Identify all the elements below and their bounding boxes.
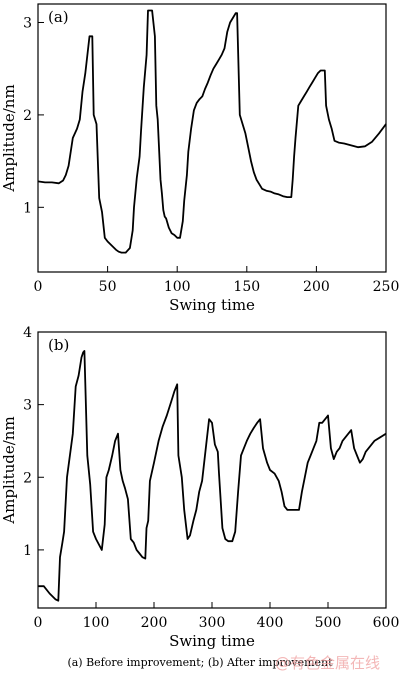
figure-canvas: 0 50 100 150 200 250 1 2 3 Swing time Amplitude/nm… (0, 3, 400, 650)
y-tick-label: 2 (23, 108, 32, 124)
y-tick-label: 3 (23, 398, 32, 414)
y-axis-title: Amplitude/nm (0, 416, 18, 524)
y-tick-label: 1 (23, 200, 32, 216)
plot-frame (37, 331, 387, 609)
x-tick-label: 300 (199, 615, 226, 631)
x-tick-label: 200 (303, 279, 330, 295)
x-tick-label: 500 (315, 615, 342, 631)
panel-label: (b) (48, 336, 69, 354)
x-tick-label: 400 (257, 615, 284, 631)
amplitude-line (37, 9, 387, 254)
y-tick-label: 1 (23, 543, 32, 559)
y-tick-label: 2 (23, 470, 32, 486)
x-tick-label: 100 (83, 615, 110, 631)
watermark: @有色金属在线 (274, 654, 380, 672)
x-axis-title: Swing time (169, 296, 255, 314)
x-tick-label: 0 (34, 615, 43, 631)
panel-label: (a) (48, 8, 69, 26)
x-tick-label: 50 (99, 279, 117, 295)
y-axis-title: Amplitude/nm (0, 84, 18, 192)
x-tick-label: 200 (141, 615, 168, 631)
x-tick-label: 150 (233, 279, 260, 295)
panel-a-chart: 0 50 100 150 200 250 1 2 3 Swing time Amplitude/nm… (0, 3, 400, 314)
amplitude-line (38, 349, 387, 602)
plot-frame (37, 3, 387, 273)
x-tick-label: 0 (34, 279, 43, 295)
x-axis-title: Swing time (169, 632, 255, 650)
x-tick-label: 250 (373, 279, 400, 295)
y-tick-label: 3 (23, 15, 32, 31)
y-tick-label: 4 (23, 325, 32, 341)
figure-caption: (a) Before improvement; (b) After improv… (67, 656, 333, 669)
x-tick-label: 100 (164, 279, 191, 295)
panel-b-chart: 0 100 200 300 400 500 600 1 2 3 4 Swing time Amplitu… (0, 325, 399, 650)
x-tick-label: 600 (373, 615, 400, 631)
